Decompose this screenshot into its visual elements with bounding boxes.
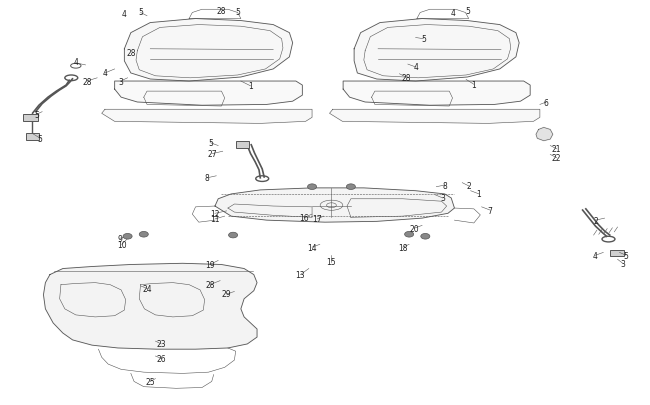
Polygon shape — [101, 110, 312, 124]
Text: 3: 3 — [118, 77, 123, 86]
Text: 5: 5 — [208, 139, 213, 148]
Text: 2: 2 — [466, 182, 471, 191]
Text: 5: 5 — [38, 134, 43, 143]
Text: 8: 8 — [443, 181, 447, 190]
Text: 6: 6 — [544, 98, 549, 107]
Text: 28: 28 — [82, 77, 92, 86]
Text: 28: 28 — [126, 49, 136, 58]
Text: 13: 13 — [296, 271, 306, 279]
Text: 5: 5 — [34, 110, 40, 119]
Text: 1: 1 — [248, 82, 253, 91]
Text: 4: 4 — [593, 251, 598, 260]
Circle shape — [229, 232, 238, 238]
Text: 17: 17 — [313, 215, 322, 224]
Text: 1: 1 — [476, 190, 482, 199]
Text: 26: 26 — [157, 354, 166, 363]
Text: 4: 4 — [122, 10, 127, 19]
Circle shape — [307, 184, 317, 190]
Text: 4: 4 — [450, 9, 456, 18]
Text: 5: 5 — [421, 35, 426, 44]
Text: 20: 20 — [410, 224, 419, 233]
Text: 3: 3 — [620, 259, 625, 268]
Text: 19: 19 — [205, 260, 214, 269]
Text: 4: 4 — [103, 69, 107, 78]
Polygon shape — [343, 82, 530, 106]
Bar — [237, 142, 249, 148]
Text: 10: 10 — [117, 240, 127, 249]
Text: 28: 28 — [205, 281, 214, 290]
Circle shape — [123, 234, 132, 239]
Text: 21: 21 — [552, 145, 562, 154]
Text: 11: 11 — [210, 215, 220, 224]
Text: 12: 12 — [210, 209, 220, 218]
Polygon shape — [354, 19, 519, 82]
Text: 24: 24 — [143, 284, 153, 294]
Text: 22: 22 — [552, 154, 562, 163]
Polygon shape — [536, 128, 552, 141]
Text: 4: 4 — [413, 63, 418, 72]
Text: 29: 29 — [222, 290, 231, 299]
Circle shape — [404, 232, 413, 237]
Circle shape — [139, 232, 148, 237]
Text: 1: 1 — [471, 81, 476, 90]
Text: 28: 28 — [401, 73, 411, 82]
Polygon shape — [124, 19, 292, 82]
Text: 5: 5 — [235, 8, 240, 17]
Text: 27: 27 — [207, 150, 217, 159]
Text: 15: 15 — [327, 258, 336, 266]
Text: 18: 18 — [398, 243, 408, 252]
Text: 3: 3 — [440, 194, 445, 203]
Text: 5: 5 — [623, 251, 629, 260]
Bar — [23, 115, 38, 122]
Polygon shape — [44, 264, 257, 350]
Polygon shape — [330, 110, 540, 124]
Text: 16: 16 — [300, 213, 309, 222]
Bar — [26, 134, 39, 140]
Polygon shape — [215, 188, 454, 223]
Text: 5: 5 — [465, 7, 470, 16]
Text: 2: 2 — [593, 216, 598, 225]
Text: 14: 14 — [307, 243, 317, 252]
Text: 4: 4 — [73, 58, 78, 67]
Text: 23: 23 — [157, 340, 166, 349]
Circle shape — [346, 184, 356, 190]
Text: 28: 28 — [216, 7, 226, 16]
Text: 9: 9 — [118, 234, 122, 243]
Text: 8: 8 — [205, 174, 209, 183]
Polygon shape — [114, 82, 302, 106]
Text: 7: 7 — [488, 206, 493, 215]
Text: 5: 5 — [138, 8, 143, 17]
Bar — [610, 250, 624, 257]
Circle shape — [421, 234, 430, 239]
Text: 25: 25 — [146, 377, 155, 386]
